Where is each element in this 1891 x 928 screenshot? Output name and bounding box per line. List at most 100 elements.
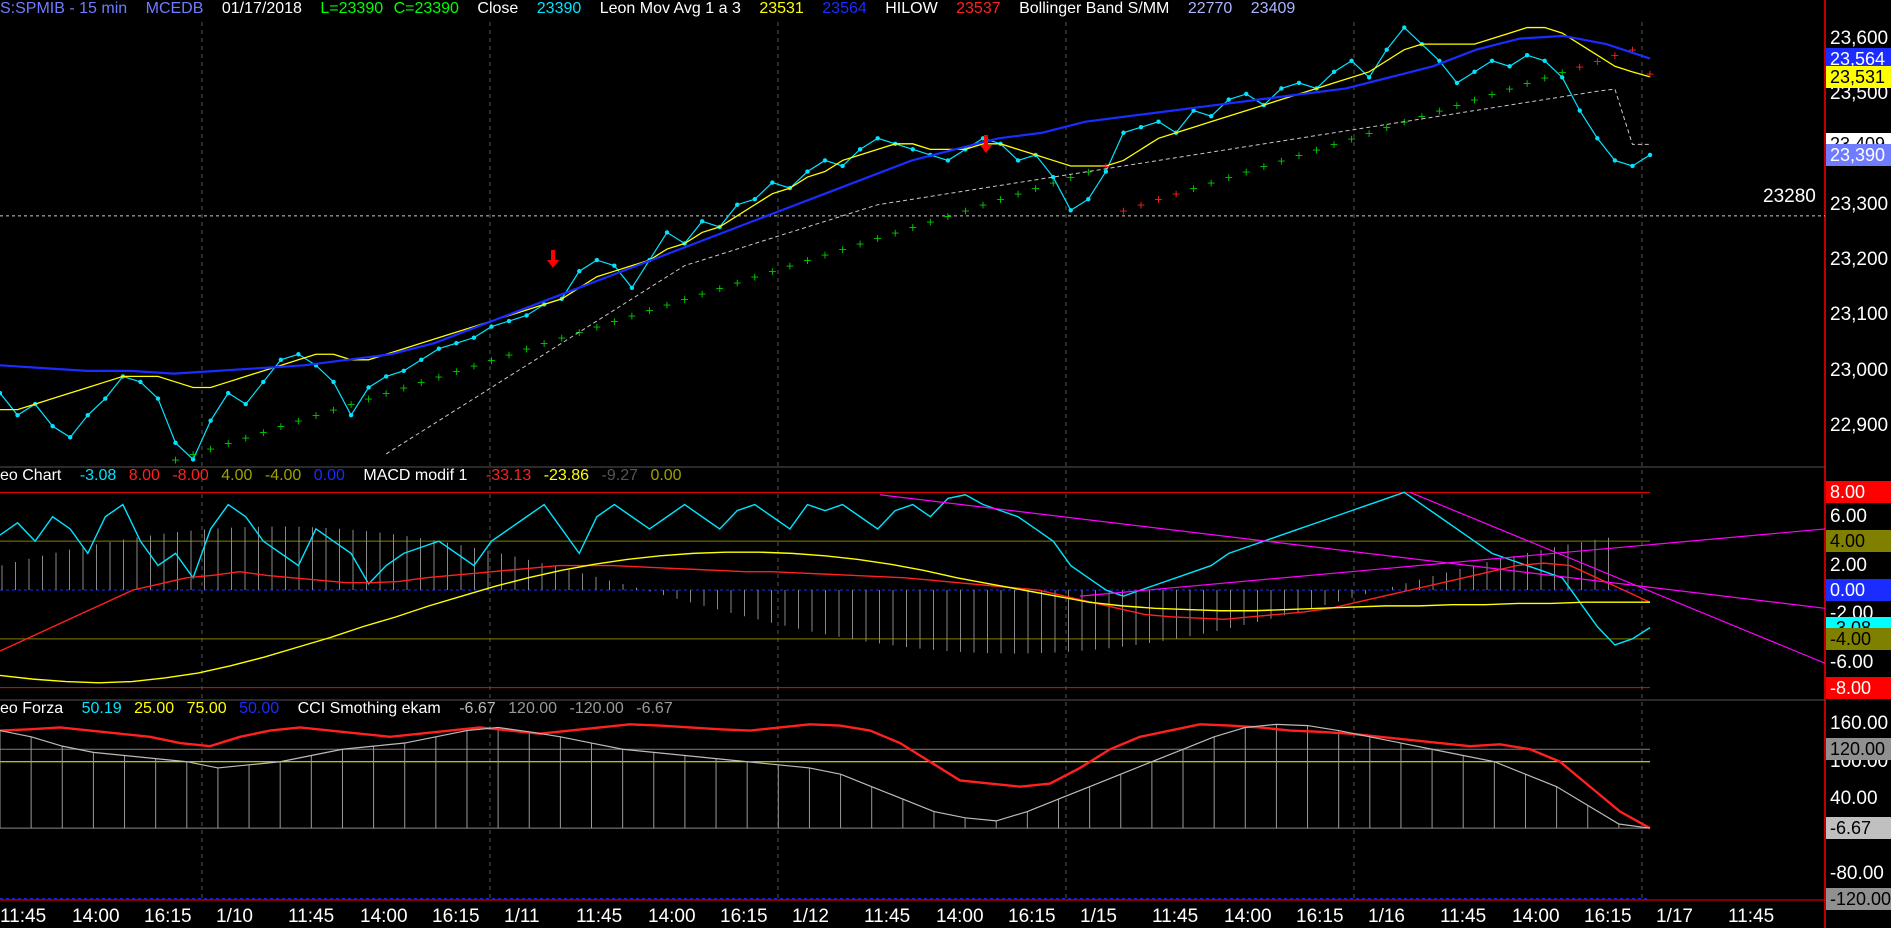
macd-trendline [879, 494, 1826, 609]
macd-m1: -33.13 [485, 467, 532, 484]
cci-value-3: 75.00 [186, 700, 227, 717]
close-point [1156, 119, 1161, 124]
close-label: Close [477, 0, 519, 17]
close-point [805, 169, 810, 174]
hilow-mark: + [1119, 204, 1128, 217]
close-point [471, 335, 477, 340]
time-axis-label: 16:15 [1584, 906, 1632, 927]
close-point [752, 197, 757, 202]
time-axis-label: 16:15 [144, 906, 192, 927]
hilow-mark: + [487, 354, 496, 367]
hilow-mark: + [680, 293, 689, 306]
close-point [68, 435, 73, 440]
close-point [1560, 75, 1565, 80]
close-point [1595, 136, 1600, 141]
price-axis-tick: 23,000 [1830, 359, 1889, 381]
hilow-mark: + [469, 359, 478, 372]
time-axis-label: 1/17 [1656, 906, 1693, 927]
hilow-mark: + [891, 226, 900, 239]
hilow-mark: + [1259, 160, 1268, 173]
hilow-mark: + [382, 387, 391, 400]
close-point [1191, 108, 1196, 113]
hilow-mark: + [1207, 177, 1216, 190]
cci-value-2: 25.00 [134, 700, 175, 717]
hilow-mark: + [1365, 127, 1374, 140]
close-point [1577, 108, 1582, 113]
macd-value-4: 4.00 [221, 467, 253, 484]
close-point [1279, 86, 1284, 91]
macd-value-1: -3.08 [79, 467, 117, 484]
hilow-mark: + [1645, 67, 1654, 80]
close-point [208, 418, 213, 423]
hilow-mark: + [978, 199, 987, 212]
close-eq-label: C=23390 [393, 0, 459, 17]
close-point [296, 352, 301, 357]
close-point [1366, 75, 1372, 80]
hilow-mark: + [943, 210, 952, 223]
close-point [594, 257, 600, 263]
macd-m3: -9.27 [601, 467, 638, 484]
time-axis-label: 11:45 [576, 906, 623, 927]
mavg-label: Leon Mov Avg 1 a 3 [599, 0, 741, 17]
close-point [506, 318, 512, 324]
hilow-mark: + [540, 337, 549, 350]
price-value-box: 23,531 [1826, 65, 1891, 88]
macd-value-box: 4.00 [1826, 530, 1891, 553]
blue-average-line [0, 34, 1651, 375]
hilow-mark: + [1329, 138, 1338, 151]
close-point [85, 412, 90, 418]
hilow-mark: + [1066, 171, 1075, 184]
close-point [173, 440, 178, 446]
hilow-mark: + [873, 232, 882, 245]
macd-series-line [0, 551, 1650, 684]
cci-axis-tick: 40.00 [1830, 788, 1878, 810]
hilow-mark: + [768, 265, 777, 278]
time-axis-label: 14:00 [1224, 906, 1272, 927]
hilow-mark: + [206, 442, 215, 455]
time-axis-label: 14:00 [1512, 906, 1560, 927]
moving-average-line [0, 26, 1651, 411]
symbol-label: S:SPMIB - 15 min [0, 0, 128, 17]
cci-series-line [0, 723, 1651, 829]
macd-trendline [1079, 528, 1826, 597]
cci-c1: -6.67 [459, 700, 496, 717]
cci-value-1: 50.19 [81, 700, 122, 717]
price-axis-tick: 23,300 [1830, 193, 1889, 215]
hilow-mark: + [750, 271, 759, 284]
price-axis-tick: 23,600 [1830, 27, 1889, 49]
hilow-mark: + [1049, 177, 1058, 190]
boll-label: Bollinger Band S/MM [1019, 0, 1170, 17]
hilow-mark: + [1013, 188, 1022, 201]
time-axis-label: 14:00 [72, 906, 120, 927]
close-value: 23390 [536, 0, 582, 17]
macd-value-6: 0.00 [313, 467, 345, 484]
sell-arrow-icon [547, 250, 559, 268]
hilow-mark: + [1452, 99, 1461, 112]
price-axis-tick: 23,100 [1830, 304, 1889, 326]
hilow-mark: + [1242, 166, 1251, 179]
time-axis-label: 11:45 [0, 906, 47, 927]
hilow-mark: + [575, 326, 584, 339]
close-point [1244, 91, 1249, 97]
hilow-mark: + [346, 398, 355, 411]
boll-value-1: 22770 [1187, 0, 1233, 17]
hilow-mark: + [733, 276, 742, 289]
cci-axis-tick: 160.00 [1830, 713, 1889, 735]
close-point [1542, 58, 1547, 63]
macd-value-box: -4.00 [1826, 627, 1891, 650]
macd-value-box: 0.00 [1826, 579, 1891, 601]
price-axis-tick: 23,500 [1830, 82, 1889, 104]
close-point [454, 340, 459, 346]
time-axis-label: 16:15 [1296, 906, 1344, 927]
close-point [261, 379, 266, 385]
hilow-mark: + [1610, 49, 1619, 62]
hilow-mark: + [364, 393, 373, 406]
hilow-mark: + [1294, 149, 1303, 162]
macd-series-line [0, 562, 1651, 652]
close-point [612, 263, 617, 268]
hilow-mark: + [171, 453, 180, 466]
close-point [1121, 130, 1126, 135]
hilow-mark: + [996, 193, 1005, 206]
close-point [1647, 152, 1653, 158]
